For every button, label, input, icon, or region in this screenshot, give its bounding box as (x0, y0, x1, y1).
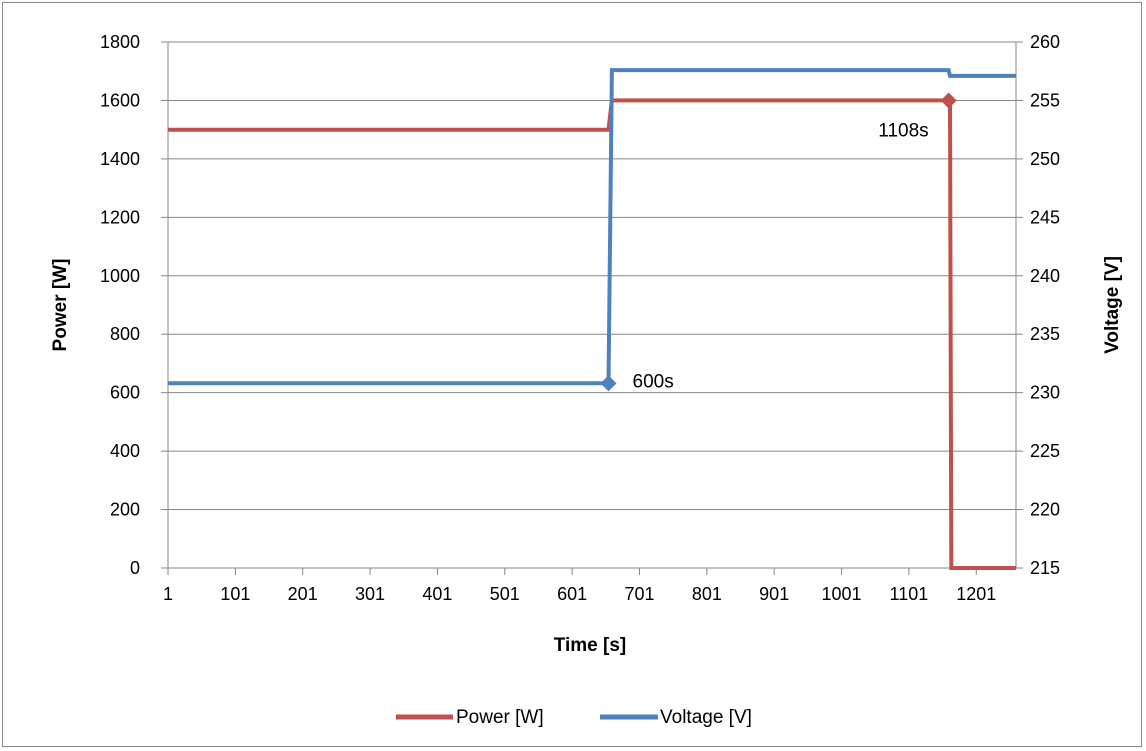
right-y-axis-title: Voltage [V] (1102, 256, 1123, 354)
legend-label-voltage: Voltage [V] (660, 707, 752, 728)
right-tick-label-245: 245 (1030, 207, 1060, 227)
legend-label-power: Power [W] (456, 707, 544, 728)
grid-layer (168, 41, 1016, 511)
left-tick-label-200: 200 (110, 500, 140, 520)
x-tick-label-101: 101 (220, 584, 250, 604)
annotation-marker-1 (940, 92, 957, 109)
right-tick-label-215: 215 (1030, 558, 1060, 578)
left-tick-label-800: 800 (110, 324, 140, 344)
x-tick-label-501: 501 (490, 584, 520, 604)
annotation-marker-0 (600, 375, 617, 392)
x-tick-label-1201: 1201 (956, 584, 996, 604)
left-tick-label-1800: 1800 (100, 32, 140, 52)
right-tick-label-235: 235 (1030, 324, 1060, 344)
x-tick-label-401: 401 (422, 584, 452, 604)
left-tick-label-400: 400 (110, 441, 140, 461)
left-tick-label-1600: 1600 (100, 90, 140, 110)
left-tick-label-1000: 1000 (100, 266, 140, 286)
left-tick-label-600: 600 (110, 383, 140, 403)
left-tick-label-1200: 1200 (100, 207, 140, 227)
x-tick-label-301: 301 (355, 584, 385, 604)
right-tick-label-230: 230 (1030, 383, 1060, 403)
right-tick-label-255: 255 (1030, 90, 1060, 110)
x-axis-title: Time [s] (554, 635, 627, 656)
tick-layer: 0 200 400 600 800 1000 1200 1400 1600 1800 215 220 2… (100, 32, 1060, 604)
x-tick-label-601: 601 (557, 584, 587, 604)
x-tick-label-1101: 1101 (890, 584, 929, 604)
left-tick-label-0: 0 (130, 558, 140, 578)
right-tick-label-240: 240 (1030, 266, 1060, 286)
left-y-axis-title: Power [W] (50, 259, 71, 352)
x-tick-label-201: 201 (288, 584, 318, 604)
series-line-voltage (168, 68, 1016, 386)
right-tick-label-225: 225 (1030, 441, 1060, 461)
left-tick-label-1400: 1400 (100, 149, 140, 169)
x-tick-label-1: 1 (163, 584, 173, 604)
x-tick-label-801: 801 (692, 584, 722, 604)
x-tick-label-901: 901 (759, 584, 789, 604)
legend: Power [W] Voltage [V] (396, 707, 752, 728)
right-tick-label-220: 220 (1030, 500, 1060, 520)
annotation-label-1: 1108s (878, 120, 928, 141)
annotation-layer: 600s 1108s (600, 92, 957, 392)
x-tick-label-701: 701 (624, 584, 654, 604)
right-tick-label-250: 250 (1030, 149, 1060, 169)
annotation-label-0: 600s (633, 371, 674, 392)
series-layer (168, 68, 1016, 570)
series-line-power (168, 98, 1016, 570)
x-tick-label-1001: 1001 (822, 584, 862, 604)
right-tick-label-260: 260 (1030, 32, 1060, 52)
